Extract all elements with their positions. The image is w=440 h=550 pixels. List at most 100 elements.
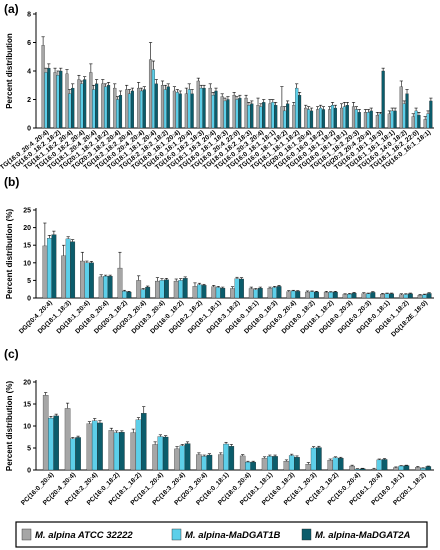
bar bbox=[316, 109, 320, 129]
legend-label: M. alpina-MaDGAT1B bbox=[185, 530, 280, 541]
bar bbox=[174, 448, 180, 471]
bar bbox=[387, 113, 391, 129]
bar bbox=[349, 465, 355, 471]
bar bbox=[248, 288, 254, 299]
bar bbox=[215, 287, 221, 299]
y-tick-label: 0 bbox=[27, 468, 31, 475]
bar bbox=[420, 468, 426, 471]
bar bbox=[196, 454, 202, 471]
bar bbox=[162, 436, 169, 471]
bar bbox=[305, 464, 312, 471]
bar bbox=[316, 447, 322, 471]
panel-label: (a) bbox=[4, 2, 19, 16]
bar bbox=[283, 461, 290, 471]
bar bbox=[122, 291, 127, 299]
y-tick-label: 5 bbox=[27, 446, 31, 453]
bar bbox=[332, 457, 339, 471]
panel-label: (b) bbox=[4, 175, 19, 189]
bar bbox=[106, 85, 111, 129]
bar bbox=[342, 106, 347, 129]
bar bbox=[127, 93, 132, 129]
bar bbox=[345, 105, 349, 129]
bar bbox=[116, 99, 120, 129]
bar bbox=[375, 115, 379, 129]
bar bbox=[247, 105, 251, 129]
bar bbox=[351, 292, 357, 299]
y-tick-label: 10 bbox=[23, 424, 31, 431]
bar bbox=[314, 291, 319, 299]
bar bbox=[422, 294, 428, 299]
bar bbox=[135, 419, 142, 471]
bar bbox=[286, 291, 292, 299]
bar bbox=[206, 454, 213, 471]
y-axis-label: Percent distribution bbox=[5, 33, 14, 109]
x-tick-label: DG(18:2E_18:0) bbox=[390, 299, 429, 338]
bar bbox=[46, 238, 52, 299]
bar bbox=[417, 295, 423, 299]
bar bbox=[223, 443, 229, 471]
bar bbox=[53, 415, 59, 471]
bar bbox=[423, 119, 427, 129]
bar bbox=[89, 72, 93, 129]
bar bbox=[398, 465, 404, 471]
bar bbox=[42, 245, 48, 299]
bar bbox=[68, 93, 72, 129]
bar bbox=[389, 293, 394, 299]
bar bbox=[399, 86, 403, 129]
bar bbox=[80, 83, 84, 129]
bar bbox=[201, 456, 207, 471]
bar bbox=[261, 457, 268, 471]
bar bbox=[101, 83, 105, 129]
bar bbox=[280, 106, 284, 129]
y-tick-label: 10 bbox=[23, 260, 31, 267]
bar bbox=[274, 105, 278, 129]
bar bbox=[113, 432, 120, 471]
bar bbox=[294, 457, 300, 471]
bar bbox=[232, 95, 236, 129]
bar bbox=[403, 294, 409, 299]
bar bbox=[145, 286, 151, 299]
bar bbox=[154, 83, 158, 129]
bar bbox=[117, 267, 123, 299]
bar bbox=[309, 291, 315, 299]
bar bbox=[347, 293, 352, 299]
bar bbox=[426, 113, 430, 129]
bar bbox=[276, 286, 282, 299]
bar bbox=[250, 103, 254, 129]
bar bbox=[328, 109, 332, 129]
bar bbox=[378, 113, 382, 129]
bar bbox=[65, 238, 71, 299]
bar bbox=[59, 70, 63, 129]
bar bbox=[340, 107, 344, 129]
bar bbox=[214, 90, 218, 129]
bar bbox=[211, 95, 215, 129]
bar bbox=[295, 87, 299, 129]
bar bbox=[159, 280, 165, 299]
bar bbox=[182, 278, 188, 299]
bar bbox=[371, 468, 377, 471]
bar bbox=[75, 437, 81, 471]
bar bbox=[381, 70, 385, 129]
bar bbox=[363, 112, 368, 129]
bar bbox=[304, 107, 308, 129]
bar bbox=[256, 105, 260, 129]
bar bbox=[262, 102, 266, 129]
bar bbox=[267, 456, 273, 471]
bar bbox=[196, 80, 200, 129]
bar bbox=[318, 107, 323, 129]
y-tick-label: 5 bbox=[27, 278, 31, 285]
bar bbox=[390, 110, 394, 129]
bar bbox=[95, 83, 99, 129]
bar bbox=[414, 110, 418, 129]
y-tick-label: 2 bbox=[27, 97, 31, 104]
bar bbox=[295, 291, 301, 299]
bar bbox=[125, 89, 129, 129]
bar bbox=[226, 99, 230, 129]
bar bbox=[48, 417, 54, 471]
bar bbox=[366, 112, 370, 129]
bar bbox=[42, 395, 49, 471]
bar bbox=[376, 459, 383, 471]
bar bbox=[268, 103, 272, 129]
